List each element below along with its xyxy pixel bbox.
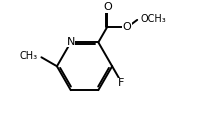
Text: O: O [103,2,112,12]
Text: CH₃: CH₃ [19,51,37,61]
Text: N: N [67,37,75,47]
Text: OCH₃: OCH₃ [141,14,166,23]
Text: O: O [123,22,131,32]
Text: F: F [118,78,124,88]
